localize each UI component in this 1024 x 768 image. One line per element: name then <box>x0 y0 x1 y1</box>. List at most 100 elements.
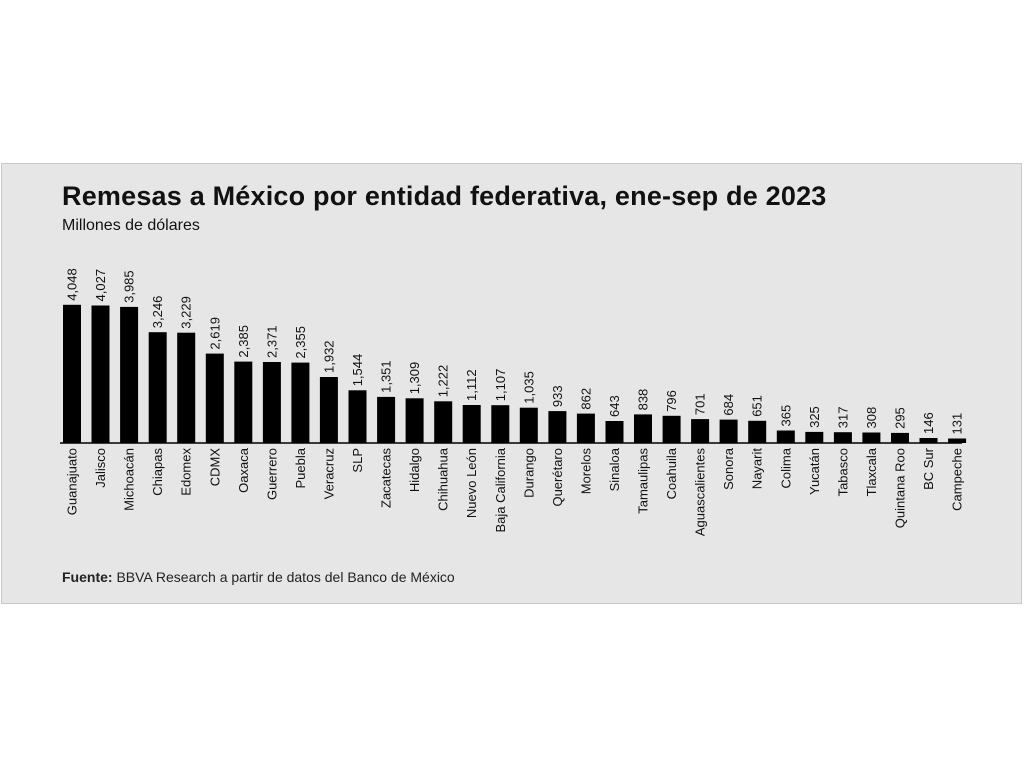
bar <box>662 415 681 443</box>
category-label: Sonora <box>721 447 736 490</box>
bar-value-label: 838 <box>636 389 651 411</box>
bar <box>634 414 652 443</box>
chart-subtitle: Millones de dólares <box>62 217 200 234</box>
bars-group <box>63 304 967 443</box>
category-label: Hidalgo <box>407 448 422 492</box>
category-label: Chihuahua <box>436 447 451 511</box>
bar-value-label: 3,229 <box>179 296 194 329</box>
bar <box>605 421 624 443</box>
value-labels-group: 4,048 4,027 3,985 3,246 3,229 2,619 2,385 2,371… <box>65 268 965 434</box>
bar <box>91 305 110 443</box>
bar <box>148 332 167 443</box>
category-label: Zacatecas <box>379 448 394 508</box>
bar-value-label: 4,027 <box>93 269 108 302</box>
bar-value-label: 862 <box>578 388 593 410</box>
category-labels-group: Guanajuato Jalisco Michoacán Chiapas Edomex C… <box>65 447 965 536</box>
category-label: Tamaulipas <box>636 448 651 514</box>
bar-value-label: 2,355 <box>293 326 308 359</box>
bar <box>833 432 852 443</box>
bar <box>63 304 81 443</box>
category-label: SLP <box>350 448 365 473</box>
bar <box>548 411 567 443</box>
category-label: Guerrero <box>264 448 279 500</box>
category-label: Querétaro <box>550 448 565 507</box>
category-label: Oaxaca <box>236 447 251 493</box>
category-label: Coahuila <box>664 447 679 499</box>
category-label: Sinaloa <box>607 447 622 491</box>
chart-panel <box>1 163 1022 604</box>
bar-value-label: 701 <box>693 393 708 415</box>
category-label: Aguascalientes <box>693 448 708 537</box>
bar <box>291 362 310 443</box>
category-label: Tlaxcala <box>864 447 879 496</box>
bar-value-label: 308 <box>864 407 879 429</box>
source-prefix: Fuente: <box>62 569 113 585</box>
source-text: BBVA Research a partir de datos del Banc… <box>116 569 455 585</box>
bar-value-label: 4,048 <box>65 268 80 301</box>
category-label: BC Sur <box>921 447 936 490</box>
bar <box>205 353 224 443</box>
category-label: Guanajuato <box>65 448 80 515</box>
chart-title: Remesas a México por entidad federativa,… <box>62 181 827 211</box>
bar-value-label: 1,932 <box>321 340 336 373</box>
category-label: Tabasco <box>835 448 850 496</box>
bar-value-label: 1,035 <box>521 371 536 404</box>
bar <box>434 401 453 443</box>
bar <box>519 407 538 443</box>
category-label: Michoacán <box>122 448 137 511</box>
bar-value-label: 3,246 <box>150 296 165 329</box>
bar <box>462 405 481 443</box>
category-label: Chiapas <box>150 448 165 496</box>
bar-value-label: 365 <box>778 405 793 427</box>
bar <box>348 390 367 443</box>
bar-value-label: 1,107 <box>493 369 508 402</box>
bar-value-label: 295 <box>893 407 908 429</box>
bar <box>319 377 338 443</box>
bar <box>862 432 881 443</box>
bar <box>919 438 938 443</box>
bar-value-label: 146 <box>921 412 936 434</box>
bar-value-label: 684 <box>721 394 736 416</box>
bar <box>377 396 396 443</box>
bar-value-label: 1,544 <box>350 354 365 387</box>
bar-value-label: 651 <box>750 395 765 417</box>
category-label: Durango <box>521 448 536 498</box>
category-label: Baja California <box>493 447 508 532</box>
bar-value-label: 3,985 <box>122 270 137 303</box>
bar <box>262 362 281 443</box>
bar-value-label: 1,222 <box>436 365 451 398</box>
bar-value-label: 1,309 <box>407 362 422 395</box>
category-label: Morelos <box>578 448 593 495</box>
category-label: Puebla <box>293 447 308 488</box>
bar-value-label: 325 <box>807 406 822 428</box>
bar-value-label: 2,385 <box>236 325 251 358</box>
bar <box>948 438 967 443</box>
bar <box>719 419 738 443</box>
bar-value-label: 1,351 <box>379 360 394 393</box>
category-label: CDMX <box>207 448 222 487</box>
bar <box>805 431 824 443</box>
bar-value-label: 317 <box>835 406 850 428</box>
category-label: Campeche <box>950 448 965 511</box>
bar <box>691 419 710 443</box>
category-label: Quintana Roo <box>893 448 908 528</box>
category-label: Colima <box>778 447 793 488</box>
bar-value-label: 1,112 <box>464 369 479 401</box>
bar-value-label: 131 <box>950 413 965 435</box>
bar-value-label: 2,371 <box>264 325 279 358</box>
bar <box>891 432 909 443</box>
bar <box>177 332 196 443</box>
bar <box>120 306 139 443</box>
bar <box>576 413 595 443</box>
category-label: Veracruz <box>321 448 336 499</box>
category-label: Yucatán <box>807 448 822 495</box>
bar <box>491 405 510 443</box>
source-note: Fuente: BBVA Research a partir de datos … <box>62 569 455 585</box>
bar-value-label: 2,619 <box>207 317 222 350</box>
category-label: Nayarit <box>750 448 765 490</box>
bar <box>405 398 424 443</box>
category-label: Jalisco <box>93 448 108 488</box>
bar-value-label: 933 <box>550 385 565 407</box>
bar-value-label: 796 <box>664 390 679 412</box>
